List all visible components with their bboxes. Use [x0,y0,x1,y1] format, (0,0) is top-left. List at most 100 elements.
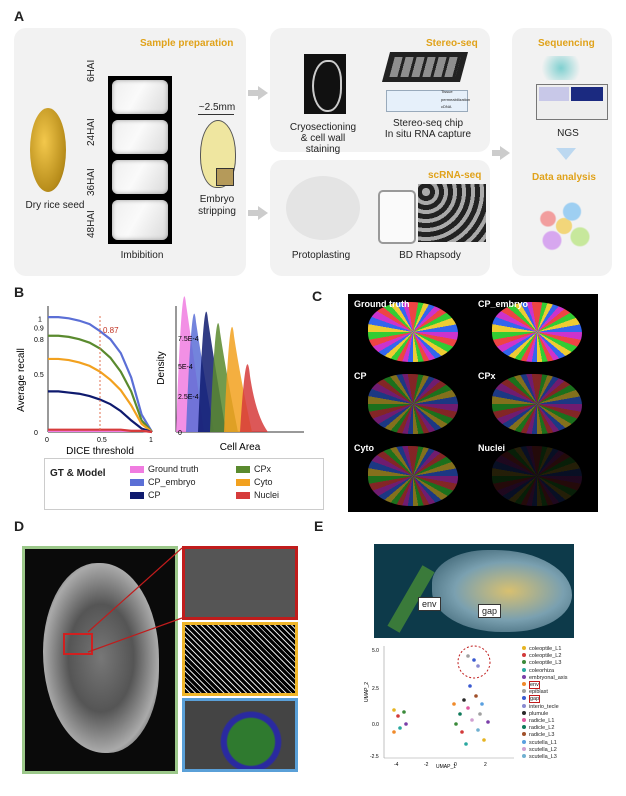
recall-line-cp [48,390,153,434]
chip-label-2: In situ RNA capture [384,129,472,140]
arrow-right-icon [500,146,510,160]
umap-point [392,708,396,712]
zoom-yellow-image [182,622,298,696]
recall-ytick: 0.9 [34,326,44,333]
arrow-down-icon [556,148,576,160]
umap-legend-label: radicle_L3 [529,732,555,739]
legend-title: GT & Model [50,468,106,479]
umap-legend-label: embryonal_axis [529,674,568,681]
data-analysis-title: Data analysis [532,172,596,183]
gap-cluster-circle [457,645,491,679]
umap-xtick: 2 [484,762,487,768]
umap-legend-item: coleoptile_L2 [522,653,561,659]
segmentation-tile: Ground truth [350,296,472,366]
umap-point [398,726,402,730]
legend-label: CP [148,490,161,500]
recall-ytick: 0.5 [34,372,44,379]
tile-caption: Cyto [354,443,374,453]
umap-point [404,722,408,726]
legend-label: Ground truth [148,464,199,474]
zoom-blue-image [182,698,298,772]
chip-image [381,52,469,82]
panel-letter-c: C [312,288,323,304]
seed-24hai [112,120,168,154]
cellarea-label: Cell Area [220,442,261,453]
umap-point [460,730,464,734]
spatial-map-image [374,544,574,638]
umap-ylabel: UMAP_2 [364,682,370,702]
chip-tiny-label: Tissue [441,89,453,94]
arrow-right-icon [258,86,268,100]
time-48: 48HAI [86,210,97,238]
umap-ytick: 0.0 [372,722,379,728]
sequencing-title: Sequencing [538,38,595,49]
umap-point [468,684,472,688]
segmentation-tile: Cyto [350,440,472,510]
legend-item: Nuclei [236,490,279,500]
segmentation-tile: CPx [474,368,596,438]
umap-legend-item: interio_tecle [522,703,559,710]
umap-cluster-image [524,190,604,262]
umap-legend-label: coleoptile_L1 [529,646,562,652]
tile-caption: Nuclei [478,443,506,453]
dry-seed-label: Dry rice seed [25,200,85,211]
umap-point [458,712,462,716]
zoom-red-image [182,546,298,620]
umap-xlabel: UMAP_1 [436,764,456,770]
umap-legend-label: coleoptile_L2 [529,653,562,660]
umap-legend-label: env [529,681,540,689]
recall-line-cp-embryo [48,316,153,433]
chip-diagram: Tissue permeabilization cDNA [386,89,471,112]
umap-legend-label: interio_tecle [529,703,559,710]
recall-line-cyto [48,357,153,433]
recall-ytick: 1 [38,316,42,323]
tile-caption: CPx [478,371,496,381]
umap-legend-item: coleoptile_L3 [522,660,561,666]
panel-letter-a: A [14,8,25,24]
umap-point [452,702,456,706]
chip-label: Stereo-seq chip [392,118,464,129]
chip-tiny-label: permeabilization [441,97,471,102]
dna-icon [536,56,586,80]
embryo-stripping-label: Embryo stripping [198,194,236,217]
umap-point [454,722,458,726]
umap-legend-label: coleorhiza [529,667,555,674]
protoplasting-label: Protoplasting [291,250,351,261]
umap-ytick: 2.5 [372,686,379,692]
panel-b-legend [44,458,324,510]
umap-legend-item: coleoptile_L1 [522,646,561,652]
umap-point [402,710,406,714]
umap-point [392,730,396,734]
arrow-bar-3 [492,150,500,156]
density-ylabel: Density [156,351,167,384]
scale-label: ~2.5mm [198,102,236,113]
legend-item: CP_embryo [130,477,196,487]
bd-wells-image [418,184,486,242]
umap-point [472,658,476,662]
time-24: 24HAI [86,118,97,146]
umap-legend-label: scutella_L3 [529,754,557,760]
arrow-bar-2 [248,210,258,216]
legend-item: Ground truth [130,464,199,474]
umap-point [470,718,474,722]
umap-point [474,694,478,698]
time-36: 36HAI [86,168,97,196]
tile-caption: Ground truth [354,299,410,309]
cryo-label-2: & cell wall staining [300,133,346,155]
umap-legend-label: gap [529,695,541,704]
chip-text-wrap: Stereo-seq chip In situ RNA capture [372,118,484,140]
umap-plot: UMAP_2 UMAP_1 5.0 2.5 0.0 -2.5 -4 -2 0 2 [364,645,514,770]
umap-point [396,714,400,718]
env-label: env [418,597,441,611]
legend-label: Nuclei [254,490,280,500]
recall-xtick: 0.5 [97,437,107,444]
umap-xtick: 0 [454,762,457,768]
umap-point [464,742,468,746]
recall-xlabel: DICE threshold [66,446,134,457]
umap-legend-label: epiblast [529,689,548,696]
arrow-bar-1 [248,90,258,96]
umap-legend-item: radicle_L3 [522,732,554,738]
umap-legend-item: coleorhiza [522,667,555,674]
umap-legend-label: scutella_L2 [529,746,557,753]
umap-legend-item: embryonal_axis [522,674,568,681]
